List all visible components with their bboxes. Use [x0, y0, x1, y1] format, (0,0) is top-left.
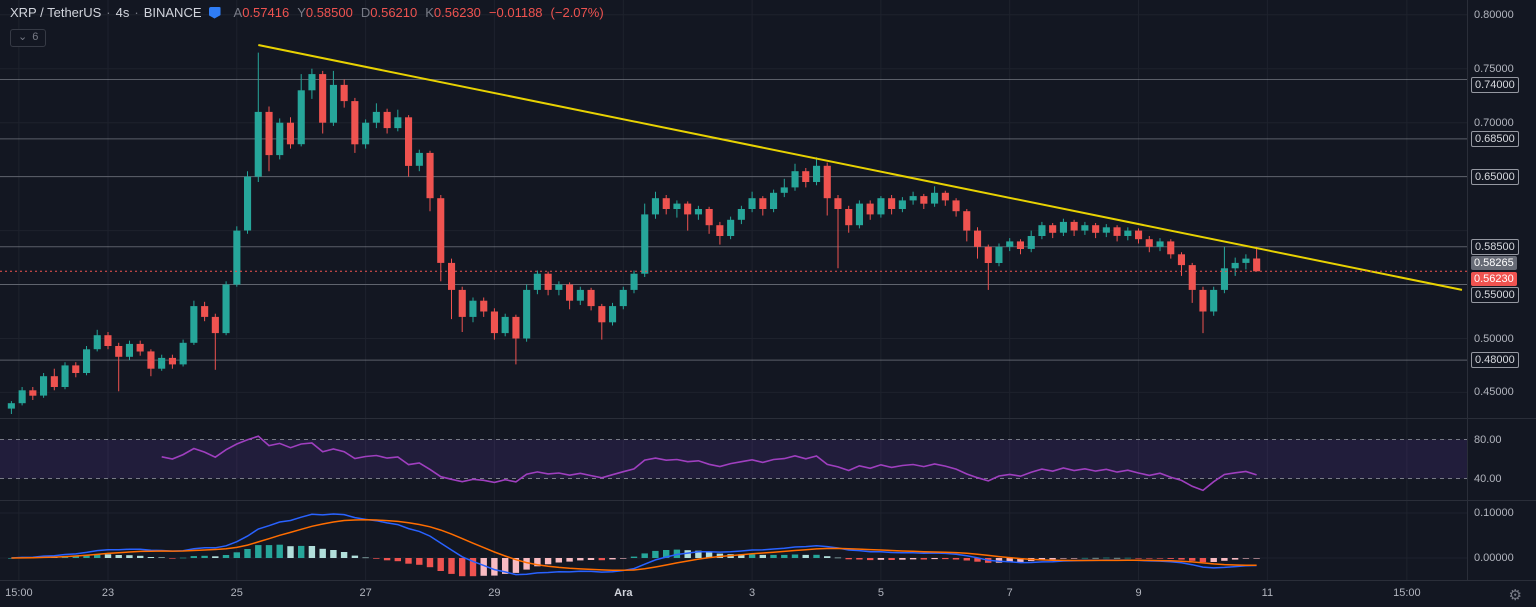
time-axis-label: 15:00: [5, 587, 33, 599]
chevron-down-icon: ⌄: [18, 30, 28, 43]
low-label: D: [360, 5, 371, 20]
time-axis-label: 29: [488, 587, 501, 599]
open-value: 0.57416: [242, 5, 290, 20]
time-axis-label: 27: [359, 587, 372, 599]
close-value: 0.56230: [433, 5, 481, 20]
ohlc-readout: A 0.57416 Y 0.58500 D 0.56210 K 0.56230 −0.0…: [234, 5, 604, 20]
low-value: 0.56210: [370, 5, 418, 20]
drawn-horizontal-lines[interactable]: [0, 79, 1467, 361]
rsi-axis-label: 80.00: [1474, 433, 1502, 446]
price-axis-label: 0.80000: [1474, 8, 1514, 21]
price-axis-label: 0.45000: [1474, 386, 1514, 399]
time-axis-label: Ara: [614, 587, 633, 599]
price-axis-label: 0.68500: [1471, 130, 1519, 147]
high-value: 0.58500: [305, 5, 353, 20]
close-label: K: [425, 5, 434, 20]
change-percent: (−2.07%): [550, 5, 604, 20]
open-label: A: [233, 5, 243, 20]
rsi-axis-label: 40.00: [1474, 472, 1502, 485]
exchange-label[interactable]: BINANCE: [143, 5, 202, 20]
time-axis-label: 7: [1006, 587, 1013, 599]
symbol-title[interactable]: XRP / TetherUS: [10, 5, 102, 20]
time-axis-label: 23: [101, 587, 115, 599]
macd-line: [11, 513, 1257, 576]
time-axis-label: 3: [749, 587, 756, 599]
pane-separators: [0, 418, 1536, 501]
change-value: −0.01188: [488, 5, 543, 20]
price-axis-label: 0.48000: [1471, 352, 1519, 369]
collapse-count: 6: [32, 31, 39, 43]
price-axis-label: 0.58265: [1471, 255, 1517, 270]
chart-legend: XRP / TetherUS · 4s · BINANCE A 0.57416 Y…: [10, 5, 604, 20]
time-axis-label: 15:00: [1393, 587, 1421, 599]
settings-gear-icon[interactable]: ⚙: [1508, 587, 1522, 604]
interval-label[interactable]: 4s: [115, 5, 130, 20]
price-axis-label: 0.70000: [1474, 116, 1514, 129]
rsi-band: [0, 439, 1467, 479]
time-axis-label: 5: [877, 587, 884, 599]
separator: ·: [106, 5, 111, 20]
price-axis-label: 0.65000: [1471, 168, 1519, 185]
macd-signal-line: [11, 519, 1257, 572]
time-axis-label: 25: [230, 587, 243, 599]
separator: ·: [134, 5, 139, 20]
time-axis-label: 11: [1261, 587, 1274, 599]
price-axis-label: 0.58500: [1471, 238, 1519, 255]
time-axis-label: 9: [1135, 587, 1142, 599]
descending-trendline[interactable]: [258, 44, 1463, 291]
price-axis-label: 0.55000: [1471, 286, 1519, 303]
rsi-line: [161, 435, 1257, 492]
exchange-logo-icon: [208, 6, 221, 19]
time-axis[interactable]: [0, 580, 1536, 607]
macd-axis-label: 0.10000: [1474, 507, 1514, 519]
candlestick-series: [7, 52, 1261, 414]
price-axis-label: 0.75000: [1474, 62, 1514, 75]
price-axis-label: 0.56230: [1471, 271, 1517, 286]
macd-axis-label: 0.00000: [1474, 552, 1514, 564]
high-label: Y: [297, 5, 306, 20]
object-tree-collapse-button[interactable]: ⌄ 6: [10, 29, 47, 47]
price-axis[interactable]: [1467, 0, 1536, 580]
price-axis-label: 0.50000: [1474, 332, 1514, 345]
price-axis-label: 0.74000: [1471, 76, 1519, 93]
